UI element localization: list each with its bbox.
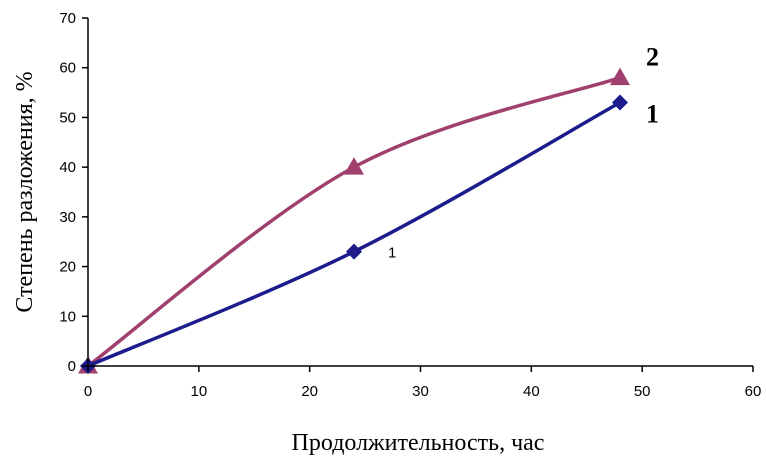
y-ticks: 0 10 20 30 40 50 60 70: [59, 10, 88, 375]
y-tick-label: 20: [59, 259, 76, 276]
x-ticks: 0 10 20 30 40 50 60: [84, 366, 762, 400]
series-2-point: [610, 67, 630, 86]
series-1-point: [346, 243, 362, 260]
x-tick-label: 50: [634, 383, 651, 400]
x-tick-label: 40: [523, 383, 540, 400]
y-axis-title: Степень разложения, %: [12, 71, 38, 312]
x-tick-label: 0: [84, 383, 92, 400]
x-tick-label: 30: [412, 383, 429, 400]
annotations: 2 1 1: [388, 43, 659, 262]
y-tick-label: 30: [59, 209, 76, 226]
y-tick-label: 70: [59, 10, 76, 27]
series-2-tag: 2: [646, 43, 659, 72]
x-tick-label: 20: [301, 383, 318, 400]
y-tick-label: 0: [68, 358, 76, 375]
series-1-tag: 1: [646, 100, 659, 129]
x-axis-title: Продолжительность, час: [292, 430, 545, 456]
x-tick-label: 10: [190, 383, 207, 400]
x-tick-label: 60: [745, 383, 762, 400]
y-tick-label: 10: [59, 308, 76, 325]
series-2-point: [344, 157, 364, 175]
series-1-data-label: 1: [388, 245, 396, 262]
y-tick-label: 40: [59, 159, 76, 176]
series-1-point: [612, 94, 628, 111]
plot-lines: [86, 75, 621, 368]
y-tick-label: 60: [59, 60, 76, 77]
plot-markers: [78, 67, 630, 374]
series-1-line: [87, 100, 621, 368]
y-tick-label: 50: [59, 109, 76, 126]
series-2-line: [86, 75, 621, 368]
